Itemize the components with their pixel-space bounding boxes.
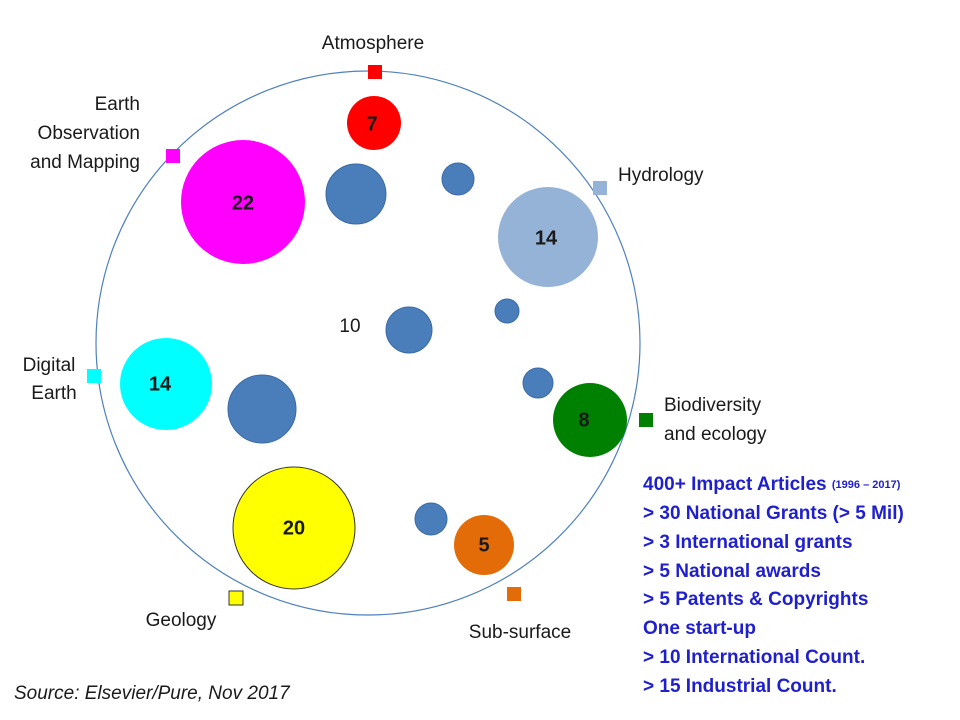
center-label: 10 [339,316,360,337]
bubble [441,162,475,196]
stat-line: 400+ Impact Articles (1996 – 2017) [643,474,901,495]
bubble [414,502,448,536]
hydrology-marker [593,181,607,195]
domain-label: Sub-surface [469,622,571,643]
bubble-count: 8 [578,409,589,431]
bubble [227,374,297,444]
bubble-count: 7 [366,113,377,135]
bubble [232,466,356,590]
domain-label: Atmosphere [322,33,424,54]
atmosphere-marker [368,65,382,79]
bubble [522,367,554,399]
domain-label: Earth [31,383,76,404]
geology-marker [228,590,244,606]
bubble [494,298,520,324]
stat-line: > 3 International grants [643,532,853,553]
bubble-count: 5 [478,534,489,556]
stat-headline: 400+ Impact Articles [643,474,827,495]
bubble [498,187,598,287]
biodiversity-marker [639,413,653,427]
stat-line: One start-up [643,618,756,639]
bubble-count: 22 [232,192,254,214]
earth-observation-marker [166,149,180,163]
bubble-count: 14 [149,373,172,395]
sub-surface-marker [507,587,521,601]
stat-line: > 5 Patents & Copyrights [643,589,868,610]
bubble [325,163,387,225]
stat-line: > 30 National Grants (> 5 Mil) [643,503,904,524]
bubble [553,383,627,457]
source: Source: Elsevier/Pure, Nov 2017 [14,683,291,704]
domain-label: Hydrology [618,165,704,186]
bubble [454,515,514,575]
stat-line: > 5 National awards [643,561,821,582]
stat-line: > 15 Industrial Count. [643,676,837,697]
domain-label: Observation [38,123,140,144]
domain-label: and ecology [664,424,767,445]
stat-line: > 10 International Count. [643,647,865,668]
domain-label: Earth [95,94,140,115]
bubble [181,140,305,264]
domain-label: Geology [146,610,217,631]
stat-period: (1996 – 2017) [832,479,901,491]
bubble [347,96,401,150]
digital-earth-marker [87,369,101,383]
domain-label: and Mapping [30,152,140,173]
bubble [120,338,212,430]
bubble [385,306,433,354]
domain-label: Biodiversity [664,395,762,416]
bubble-count: 20 [283,517,305,539]
domain-label: Digital [23,355,76,376]
bubble-count: 14 [535,227,558,249]
